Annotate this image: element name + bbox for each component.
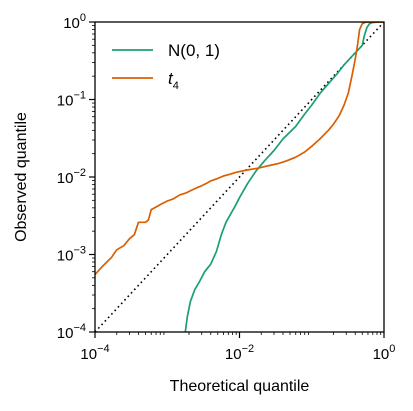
y-tick-label: 10−2 bbox=[57, 167, 86, 187]
plot-area bbox=[94, 21, 385, 333]
x-tick-label: 10−2 bbox=[225, 343, 254, 363]
y-axis-label: Observed quantile bbox=[13, 112, 30, 242]
y-tick-label: 10−1 bbox=[57, 90, 86, 110]
x-tick-label: 10−4 bbox=[80, 343, 109, 363]
legend-label-2: t4 bbox=[168, 69, 179, 92]
y-tick-label: 100 bbox=[63, 12, 86, 32]
legend-label-1: N(0, 1) bbox=[168, 41, 220, 60]
series-line-1 bbox=[184, 22, 384, 332]
y-tick-label: 10−3 bbox=[57, 245, 86, 265]
series-line-2 bbox=[95, 22, 384, 276]
y-axis-ticks: 10−4 10−3 10−2 10−1 100 bbox=[57, 12, 95, 342]
reference-diagonal-line bbox=[95, 22, 384, 332]
x-tick-label: 100 bbox=[373, 343, 396, 363]
x-axis-label: Theoretical quantile bbox=[170, 378, 310, 395]
x-axis-ticks: 10−4 10−2 100 bbox=[80, 332, 395, 363]
legend: N(0, 1) t4 bbox=[112, 41, 220, 92]
series-layer bbox=[95, 22, 384, 332]
y-tick-label: 10−4 bbox=[57, 322, 86, 342]
